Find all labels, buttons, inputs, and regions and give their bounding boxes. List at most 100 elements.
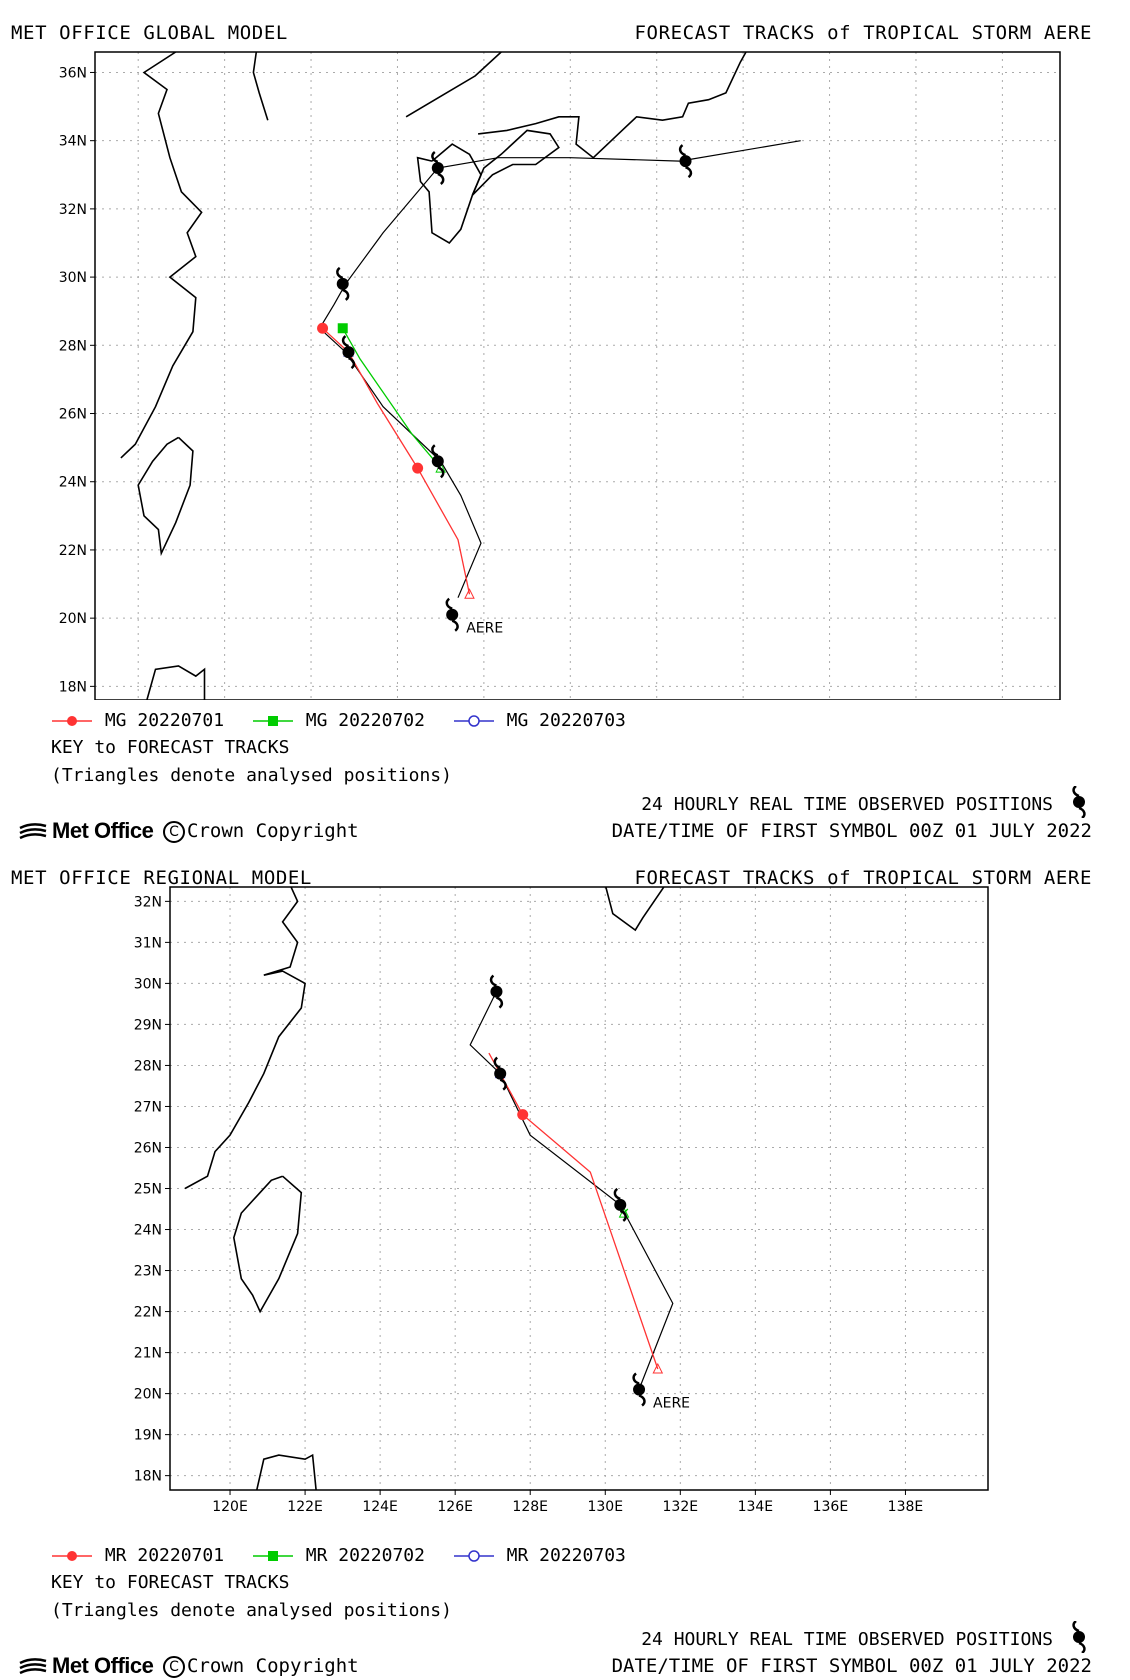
cyclone-arm — [619, 1209, 627, 1222]
cyclone-arm — [445, 597, 453, 610]
global-model-panel: MET OFFICE GLOBAL MODEL FORECAST TRACKS … — [11, 22, 1092, 844]
coastline — [146, 665, 206, 700]
copyright: C Crown Copyright — [163, 820, 359, 843]
observed-track-group — [318, 140, 801, 598]
legend-label: MG 20220703 — [506, 710, 626, 731]
legend-item: MG 20220701 — [50, 710, 224, 731]
x-tick-label: 132E — [663, 1499, 699, 1515]
y-tick-label: 30N — [134, 976, 162, 992]
coastline — [137, 436, 194, 557]
x-tick-label: 134E — [738, 1499, 774, 1515]
legend-label: MG 20220702 — [305, 710, 425, 731]
cyclone-core — [342, 346, 355, 359]
cyclone-core — [679, 155, 692, 168]
y-tick-label: 28N — [59, 338, 87, 354]
cyclone-symbol — [493, 1056, 507, 1091]
observed-positions — [489, 974, 646, 1407]
y-tick-label: 19N — [134, 1428, 162, 1444]
key-note: (Triangles denote analysed positions) — [51, 765, 452, 786]
cyclone-arm — [437, 466, 445, 479]
regional-model-map: 120E 122E 124E 126E 128E 130E 132E 134E 136E 138E… — [134, 886, 989, 1515]
y-tick-label: 18N — [59, 679, 87, 695]
key-title: KEY to FORECAST TRACKS — [51, 1572, 290, 1593]
storm-title: FORECAST TRACKS of TROPICAL STORM AERE — [634, 867, 1092, 889]
legend-item: MR 20220703 — [452, 1545, 626, 1566]
model-title: MET OFFICE REGIONAL MODEL — [11, 867, 312, 889]
legend-item: MG 20220703 — [452, 710, 626, 731]
y-tick-label: 23N — [134, 1264, 162, 1280]
coastline — [120, 52, 203, 459]
key-note: (Triangles denote analysed positions) — [51, 1600, 452, 1621]
observed-positions — [336, 144, 693, 632]
coastline — [471, 129, 560, 196]
cyclone-core — [633, 1383, 646, 1396]
y-tick-label: 21N — [134, 1346, 162, 1362]
cyclone-core — [431, 161, 444, 174]
y-tick-label: 29N — [134, 1017, 162, 1033]
x-tick-label: 128E — [512, 1499, 548, 1515]
storm-name-label: AERE — [653, 1396, 690, 1412]
cyclone-symbol — [431, 444, 445, 479]
cyclone-arm — [632, 1372, 640, 1385]
met-office-logo: Met Office — [18, 818, 154, 844]
forecast-series-2 — [337, 323, 442, 469]
forecast-series-1 — [488, 1052, 659, 1370]
x-tick-label: 136E — [813, 1499, 849, 1515]
model-title: MET OFFICE GLOBAL MODEL — [11, 22, 288, 44]
legend-label: MR 20220702 — [305, 1545, 425, 1566]
cyclone-arm — [342, 288, 350, 301]
cyclone-arm — [678, 144, 687, 157]
cyclone-symbol — [431, 150, 445, 185]
y-tick-label: 22N — [134, 1305, 162, 1321]
logo-waves-icon — [19, 823, 47, 840]
cyclone-arm — [613, 1187, 621, 1201]
forecast-marker — [412, 462, 424, 474]
cyclone-arm — [495, 996, 504, 1009]
y-tick-label: 25N — [134, 1182, 162, 1198]
coastline — [252, 52, 269, 121]
cyclone-arm — [431, 150, 439, 164]
coastline — [605, 887, 665, 932]
legend-item: MR 20220702 — [251, 1545, 425, 1566]
x-tick-label: 138E — [888, 1499, 924, 1515]
x-tick-label: 130E — [587, 1499, 623, 1515]
y-tick-label: 31N — [134, 935, 162, 951]
copyright-icon: C — [163, 821, 185, 843]
cyclone-symbol — [341, 335, 356, 370]
y-tick-label: 26N — [134, 1140, 162, 1156]
copyright-text: Crown Copyright — [187, 820, 359, 842]
gridlines — [170, 887, 988, 1490]
x-tick-label: 124E — [362, 1499, 398, 1515]
cyclone-arm — [341, 335, 349, 348]
storm-name-label: AERE — [466, 621, 503, 637]
cyclone-core — [494, 1067, 507, 1080]
x-tick-label: 126E — [437, 1499, 473, 1515]
cyclone-arm — [638, 1394, 646, 1407]
y-tick-label: 26N — [59, 407, 87, 423]
coastline — [255, 1453, 317, 1490]
coastline — [405, 52, 502, 118]
forecast-track — [342, 327, 442, 469]
cyclone-symbol — [613, 1187, 627, 1222]
cyclone-icon — [1072, 786, 1086, 818]
cyclone-arm — [489, 974, 497, 987]
y-tick-label: 20N — [59, 611, 87, 627]
coastline — [478, 52, 747, 159]
y-tick-label: 34N — [59, 134, 87, 150]
cyclone-arm — [437, 172, 445, 185]
cyclone-symbol — [445, 597, 459, 632]
plot-frame — [94, 51, 1061, 700]
coastline — [184, 887, 306, 1190]
legend-item: MG 20220702 — [251, 710, 425, 731]
observed-positions-label: 24 HOURLY REAL TIME OBSERVED POSITIONS — [641, 794, 1053, 815]
cyclone-core — [614, 1198, 627, 1211]
cyclone-symbol — [632, 1372, 646, 1407]
cyclone-arm — [499, 1078, 507, 1091]
x-tick-label: 120E — [212, 1499, 248, 1515]
cyclone-symbol — [489, 974, 504, 1009]
observed-track-group — [469, 991, 674, 1390]
y-tick-label: 18N — [134, 1469, 162, 1485]
forecast-track — [322, 327, 471, 595]
cyclone-arm — [685, 165, 693, 179]
cyclone-arm — [431, 444, 439, 457]
